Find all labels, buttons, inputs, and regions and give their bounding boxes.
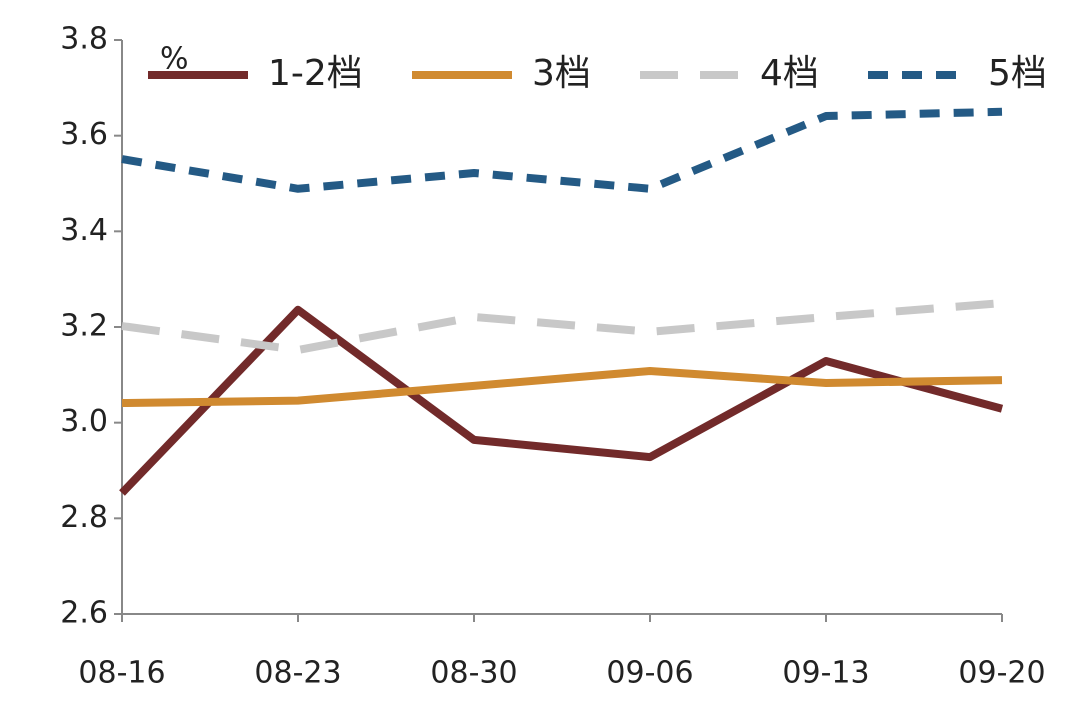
y-tick-label: 3.6	[60, 117, 108, 152]
legend-label: 3档	[532, 53, 591, 94]
x-tick-label: 08-16	[78, 656, 165, 691]
y-tick-label: 3.8	[60, 22, 108, 57]
x-tick-label: 08-30	[430, 656, 517, 691]
x-tick-label: 09-20	[958, 656, 1045, 691]
legend-label: 4档	[760, 53, 819, 94]
legend-label: 5档	[988, 53, 1047, 94]
y-tick-label: 3.0	[60, 404, 108, 439]
series-line	[121, 107, 1003, 193]
series-line	[121, 299, 1003, 354]
x-tick-label: 09-06	[606, 656, 693, 691]
x-tick-label: 09-13	[782, 656, 869, 691]
series-line	[121, 367, 1003, 408]
y-tick-label: 2.6	[60, 596, 108, 631]
y-tick-label: 3.4	[60, 213, 108, 248]
unit-label: %	[160, 42, 189, 77]
legend-label: 1-2档	[268, 53, 363, 94]
series-line	[119, 305, 1004, 496]
y-tick-label: 3.2	[60, 309, 108, 344]
x-tick-label: 08-23	[254, 656, 341, 691]
y-tick-label: 2.8	[60, 500, 108, 535]
